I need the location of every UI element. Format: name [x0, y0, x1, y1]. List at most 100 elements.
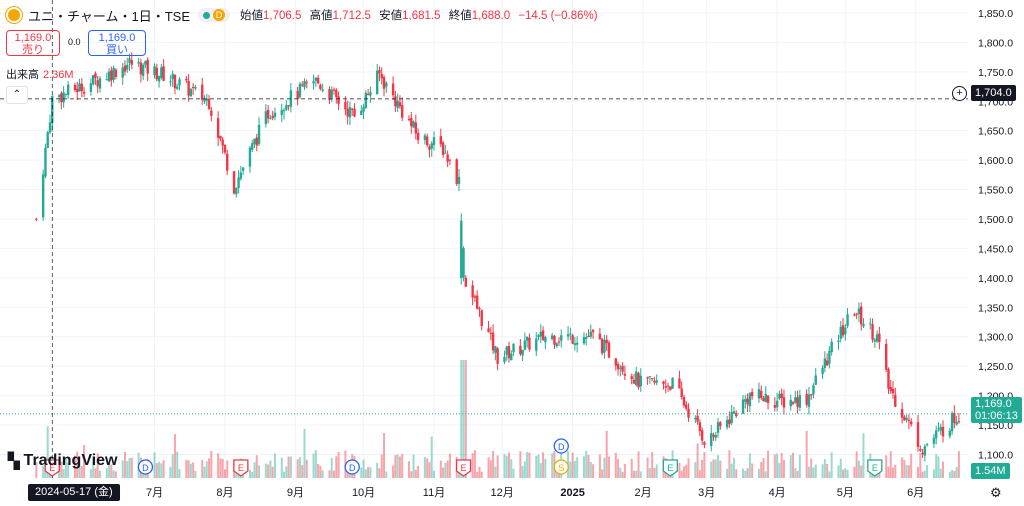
candle-body	[185, 78, 188, 81]
collapse-legend-button[interactable]: ⌃	[6, 86, 28, 104]
volume-bar	[744, 470, 747, 478]
candle-body	[155, 67, 158, 80]
candle-body	[789, 399, 792, 407]
volume-bar	[487, 457, 490, 478]
volume-bar	[635, 470, 638, 478]
candle-body	[96, 80, 99, 87]
volume-bar	[330, 458, 333, 478]
volume-bar	[519, 451, 522, 478]
volume-bar	[35, 462, 38, 478]
candle-body	[219, 135, 222, 139]
volume-bar	[319, 465, 322, 478]
volume-bar	[296, 459, 299, 478]
candle-body	[255, 137, 258, 146]
candle-body	[271, 115, 274, 119]
last-price: 1,169.0	[975, 398, 1012, 410]
candle-body	[464, 277, 468, 287]
candle-body	[710, 433, 713, 447]
candle-body	[909, 421, 913, 425]
dividend-marker	[553, 438, 569, 454]
chart-grid	[0, 0, 968, 478]
candle-body	[621, 365, 624, 372]
time-tick-label: 2月	[634, 487, 651, 499]
volume-bar	[923, 470, 926, 478]
volume-bar	[396, 454, 399, 478]
volume-bar	[428, 462, 431, 478]
candle-body	[316, 77, 320, 84]
candle-body	[685, 404, 688, 409]
volume-bar	[773, 454, 776, 478]
candle-body	[496, 348, 499, 364]
marker-label: S	[558, 463, 564, 473]
volume-bar	[430, 436, 433, 478]
sell-button[interactable]: 1,169.0 売り	[6, 30, 60, 56]
volume-bar	[630, 458, 633, 478]
candle-body	[632, 379, 636, 384]
market-status-pill[interactable]: D	[198, 8, 230, 22]
candle-body	[571, 335, 574, 344]
volume-bar	[598, 454, 601, 478]
candle-body	[173, 75, 177, 89]
plus-circle-icon[interactable]: +	[952, 86, 967, 101]
volume-bar	[317, 464, 320, 478]
volume-bar	[321, 470, 324, 478]
candle-body	[78, 83, 81, 92]
candle-body	[921, 452, 924, 455]
candle-body	[735, 412, 738, 417]
volume-bar	[283, 471, 286, 478]
company-logo-icon	[6, 7, 22, 23]
candle-body	[600, 338, 604, 354]
buy-button[interactable]: 1,169.0 買い	[88, 30, 146, 56]
candle-body	[680, 388, 683, 397]
volume-bar	[710, 461, 713, 478]
earnings-marker	[867, 459, 883, 477]
time-tick-label: 7月	[146, 487, 163, 499]
volume-bar	[328, 470, 331, 478]
candle-body	[235, 188, 238, 195]
volume-bar	[539, 463, 542, 478]
volume-bar	[303, 428, 306, 478]
candle-body	[110, 70, 113, 81]
volume-bar	[907, 465, 910, 478]
volume-bar	[253, 462, 256, 478]
candle-body	[678, 378, 681, 389]
candle-body	[616, 363, 620, 370]
crosshair-price-label: 1,704.0	[971, 85, 1016, 101]
tradingview-logo[interactable]: ▚ TradingView	[8, 452, 118, 470]
candle-body	[844, 327, 847, 335]
candle-body	[635, 371, 638, 386]
time-tick-label: 9月	[287, 487, 304, 499]
volume-bar	[812, 467, 815, 478]
candle-body	[807, 394, 811, 407]
volume-bar	[830, 452, 833, 478]
time-tick-label: 11月	[423, 487, 445, 499]
candle-body	[544, 337, 547, 343]
crosshair-date-label: 2024-05-17 (金)	[28, 484, 120, 501]
candle-body	[666, 385, 670, 387]
gear-icon[interactable]: ⚙	[990, 485, 1002, 500]
candle-body	[273, 112, 277, 118]
candle-body	[648, 376, 652, 378]
volume-bar	[464, 360, 467, 478]
volume-bar	[573, 461, 576, 478]
candle-body	[400, 105, 404, 118]
symbol-title[interactable]: ユニ・チャーム・1日・TSE	[28, 8, 190, 24]
candle-body	[953, 413, 956, 423]
candle-body	[948, 430, 952, 437]
candle-body	[853, 314, 856, 316]
volume-bar	[698, 470, 701, 478]
candle-body	[519, 345, 522, 355]
volume-bar	[826, 463, 829, 478]
volume-bar	[623, 463, 626, 478]
time-tick-label: 2025	[560, 487, 584, 499]
volume-bar	[510, 459, 513, 478]
volume-bar	[714, 459, 717, 478]
candle-body	[457, 176, 461, 184]
volume-bar	[162, 460, 165, 478]
volume-bar	[153, 452, 156, 478]
candle-body	[41, 174, 45, 218]
candle-body	[528, 337, 531, 350]
candle-body	[257, 124, 261, 145]
candle-body	[553, 336, 556, 345]
